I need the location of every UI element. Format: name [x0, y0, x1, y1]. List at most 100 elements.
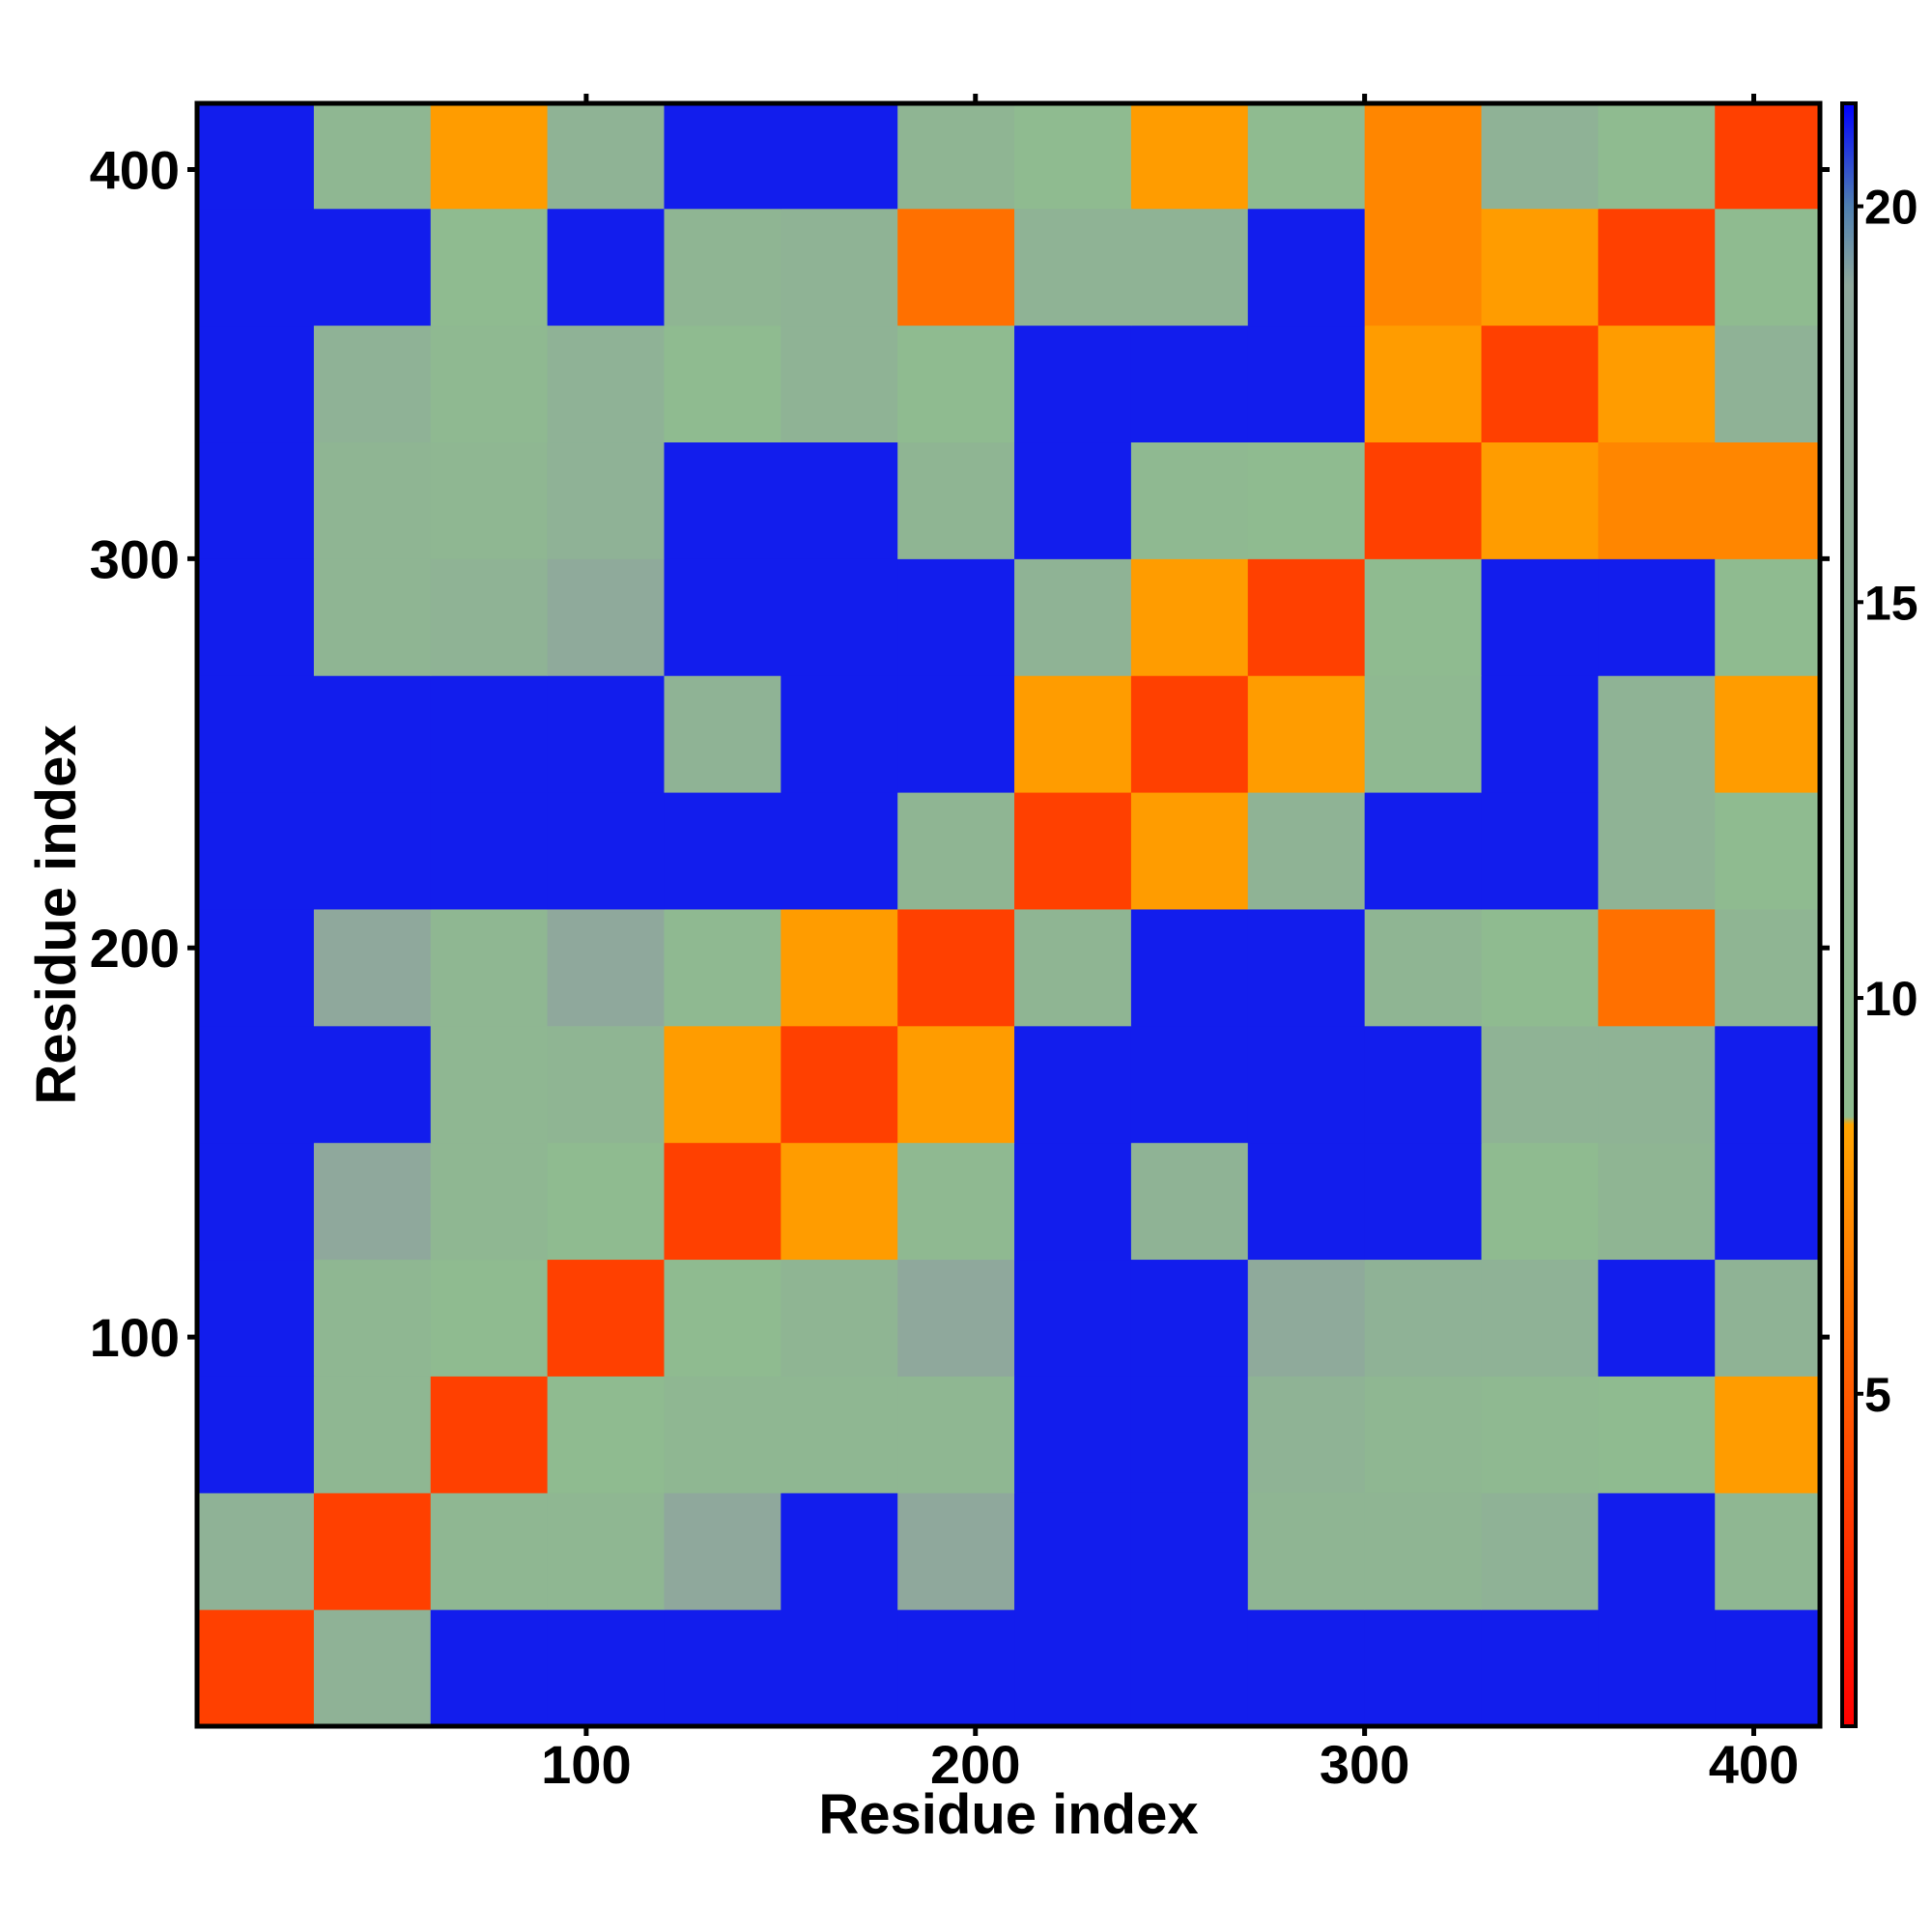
heatmap-cell	[313, 558, 432, 676]
heatmap-cell	[781, 675, 898, 793]
heatmap-cell	[430, 1376, 549, 1493]
heatmap-cell	[1014, 1259, 1132, 1377]
heatmap-cell	[897, 675, 1015, 793]
heatmap-cell	[1014, 103, 1132, 210]
heatmap-cell	[1598, 441, 1716, 559]
heatmap-cell	[1014, 558, 1132, 676]
heatmap-cell	[1364, 208, 1482, 327]
heatmap-cell	[664, 1025, 781, 1144]
heatmap-cell	[1130, 103, 1249, 210]
heatmap-cell	[313, 1142, 432, 1261]
heatmap-cell	[664, 1609, 781, 1727]
colorbar-fill	[1840, 101, 1858, 1728]
heatmap-cell	[897, 792, 1015, 910]
heatmap-cell	[664, 1142, 781, 1261]
heatmap-cell	[1014, 1492, 1132, 1610]
heatmap-cell	[430, 1142, 549, 1261]
heatmap-cell	[547, 675, 665, 793]
heatmap-cell	[781, 1492, 898, 1610]
heatmap-cell	[781, 908, 898, 1027]
heatmap-cell	[547, 1025, 665, 1144]
heatmap-cell	[547, 1142, 665, 1261]
heatmap-cell	[1481, 558, 1599, 676]
x-tick-label: 100	[541, 1734, 631, 1795]
heatmap-cell	[664, 208, 781, 327]
heatmap-cell	[1247, 103, 1366, 210]
heatmap-cell	[197, 1025, 315, 1144]
heatmap-cell	[1715, 558, 1821, 676]
heatmap-cell	[1598, 1376, 1716, 1493]
heatmap-cell	[1598, 1492, 1716, 1610]
colorbar-tick-label: 20	[1864, 181, 1918, 235]
heatmap-cell	[1364, 1376, 1482, 1493]
heatmap-cell	[664, 558, 781, 676]
heatmap-cell	[1247, 908, 1366, 1027]
heatmap-cell	[430, 1609, 549, 1727]
heatmap-cell	[897, 1142, 1015, 1261]
heatmap-cell	[430, 103, 549, 210]
heatmap-cell	[1481, 1609, 1599, 1727]
heatmap-cell	[1130, 558, 1249, 676]
heatmap-cell	[1481, 441, 1599, 559]
heatmap-cell	[1247, 1142, 1366, 1261]
heatmap-cell	[1715, 325, 1821, 443]
axes: 100 200 300 400 100 200 300 400	[90, 94, 1830, 1795]
heatmap-cell	[1247, 1259, 1366, 1377]
heatmap-cell	[781, 1609, 898, 1727]
heatmap-cell	[1364, 325, 1482, 443]
heatmap-cell	[1130, 1609, 1249, 1727]
heatmap-cell	[1364, 908, 1482, 1027]
heatmap-cell	[1247, 208, 1366, 327]
heatmap-cell	[1598, 1609, 1716, 1727]
heatmap-cell	[313, 208, 432, 327]
heatmap-cell	[1715, 792, 1821, 910]
heatmap-cell	[897, 103, 1015, 210]
heatmap-cell	[1247, 1492, 1366, 1610]
heatmap-cell	[1014, 325, 1132, 443]
heatmap-cell	[430, 325, 549, 443]
heatmap-cell	[547, 1259, 665, 1377]
heatmap-cell	[781, 1376, 898, 1493]
heatmap-cell	[781, 792, 898, 910]
heatmap-cell	[1715, 1492, 1821, 1610]
heatmap-cell	[1364, 1025, 1482, 1144]
heatmap-cell	[1130, 1025, 1249, 1144]
heatmap-cell	[1247, 325, 1366, 443]
x-axis-title: Residue index	[818, 1783, 1198, 1846]
x-tick-label: 400	[1709, 1734, 1799, 1795]
heatmap-cell	[664, 1492, 781, 1610]
heatmap-cell	[781, 441, 898, 559]
heatmap-cell	[430, 558, 549, 676]
heatmap-cell	[897, 1609, 1015, 1727]
heatmap-cell	[1481, 1492, 1599, 1610]
heatmap-cell	[313, 792, 432, 910]
heatmap-cell	[897, 1259, 1015, 1377]
heatmap-cell	[1247, 1609, 1366, 1727]
heatmap-cell	[430, 208, 549, 327]
heatmap-cell	[547, 908, 665, 1027]
heatmap-cell	[1014, 1142, 1132, 1261]
heatmap-cell	[1364, 558, 1482, 676]
heatmap-cell	[1130, 675, 1249, 793]
heatmap-cell	[897, 908, 1015, 1027]
heatmap-cell	[1364, 792, 1482, 910]
heatmap-cell	[1715, 441, 1821, 559]
heatmap-cell	[1715, 1376, 1821, 1493]
heatmap-cell	[1598, 792, 1716, 910]
heatmap-cell	[313, 1376, 432, 1493]
heatmap-cell	[1130, 208, 1249, 327]
heatmap-cell	[430, 1259, 549, 1377]
heatmap-cell	[1247, 1025, 1366, 1144]
heatmap-cell	[197, 208, 315, 327]
heatmap-cell	[430, 792, 549, 910]
heatmap-cell	[1715, 208, 1821, 327]
colorbar: 5 10 15 20	[1840, 101, 1918, 1728]
heatmap-cell	[313, 1609, 432, 1727]
heatmap-cell	[1130, 1492, 1249, 1610]
heatmap-cell	[1481, 908, 1599, 1027]
heatmap-cell	[313, 325, 432, 443]
heatmap-cell	[1598, 208, 1716, 327]
x-tick-label: 200	[930, 1734, 1020, 1795]
heatmap-cell	[664, 1259, 781, 1377]
heatmap-cell	[1598, 1142, 1716, 1261]
